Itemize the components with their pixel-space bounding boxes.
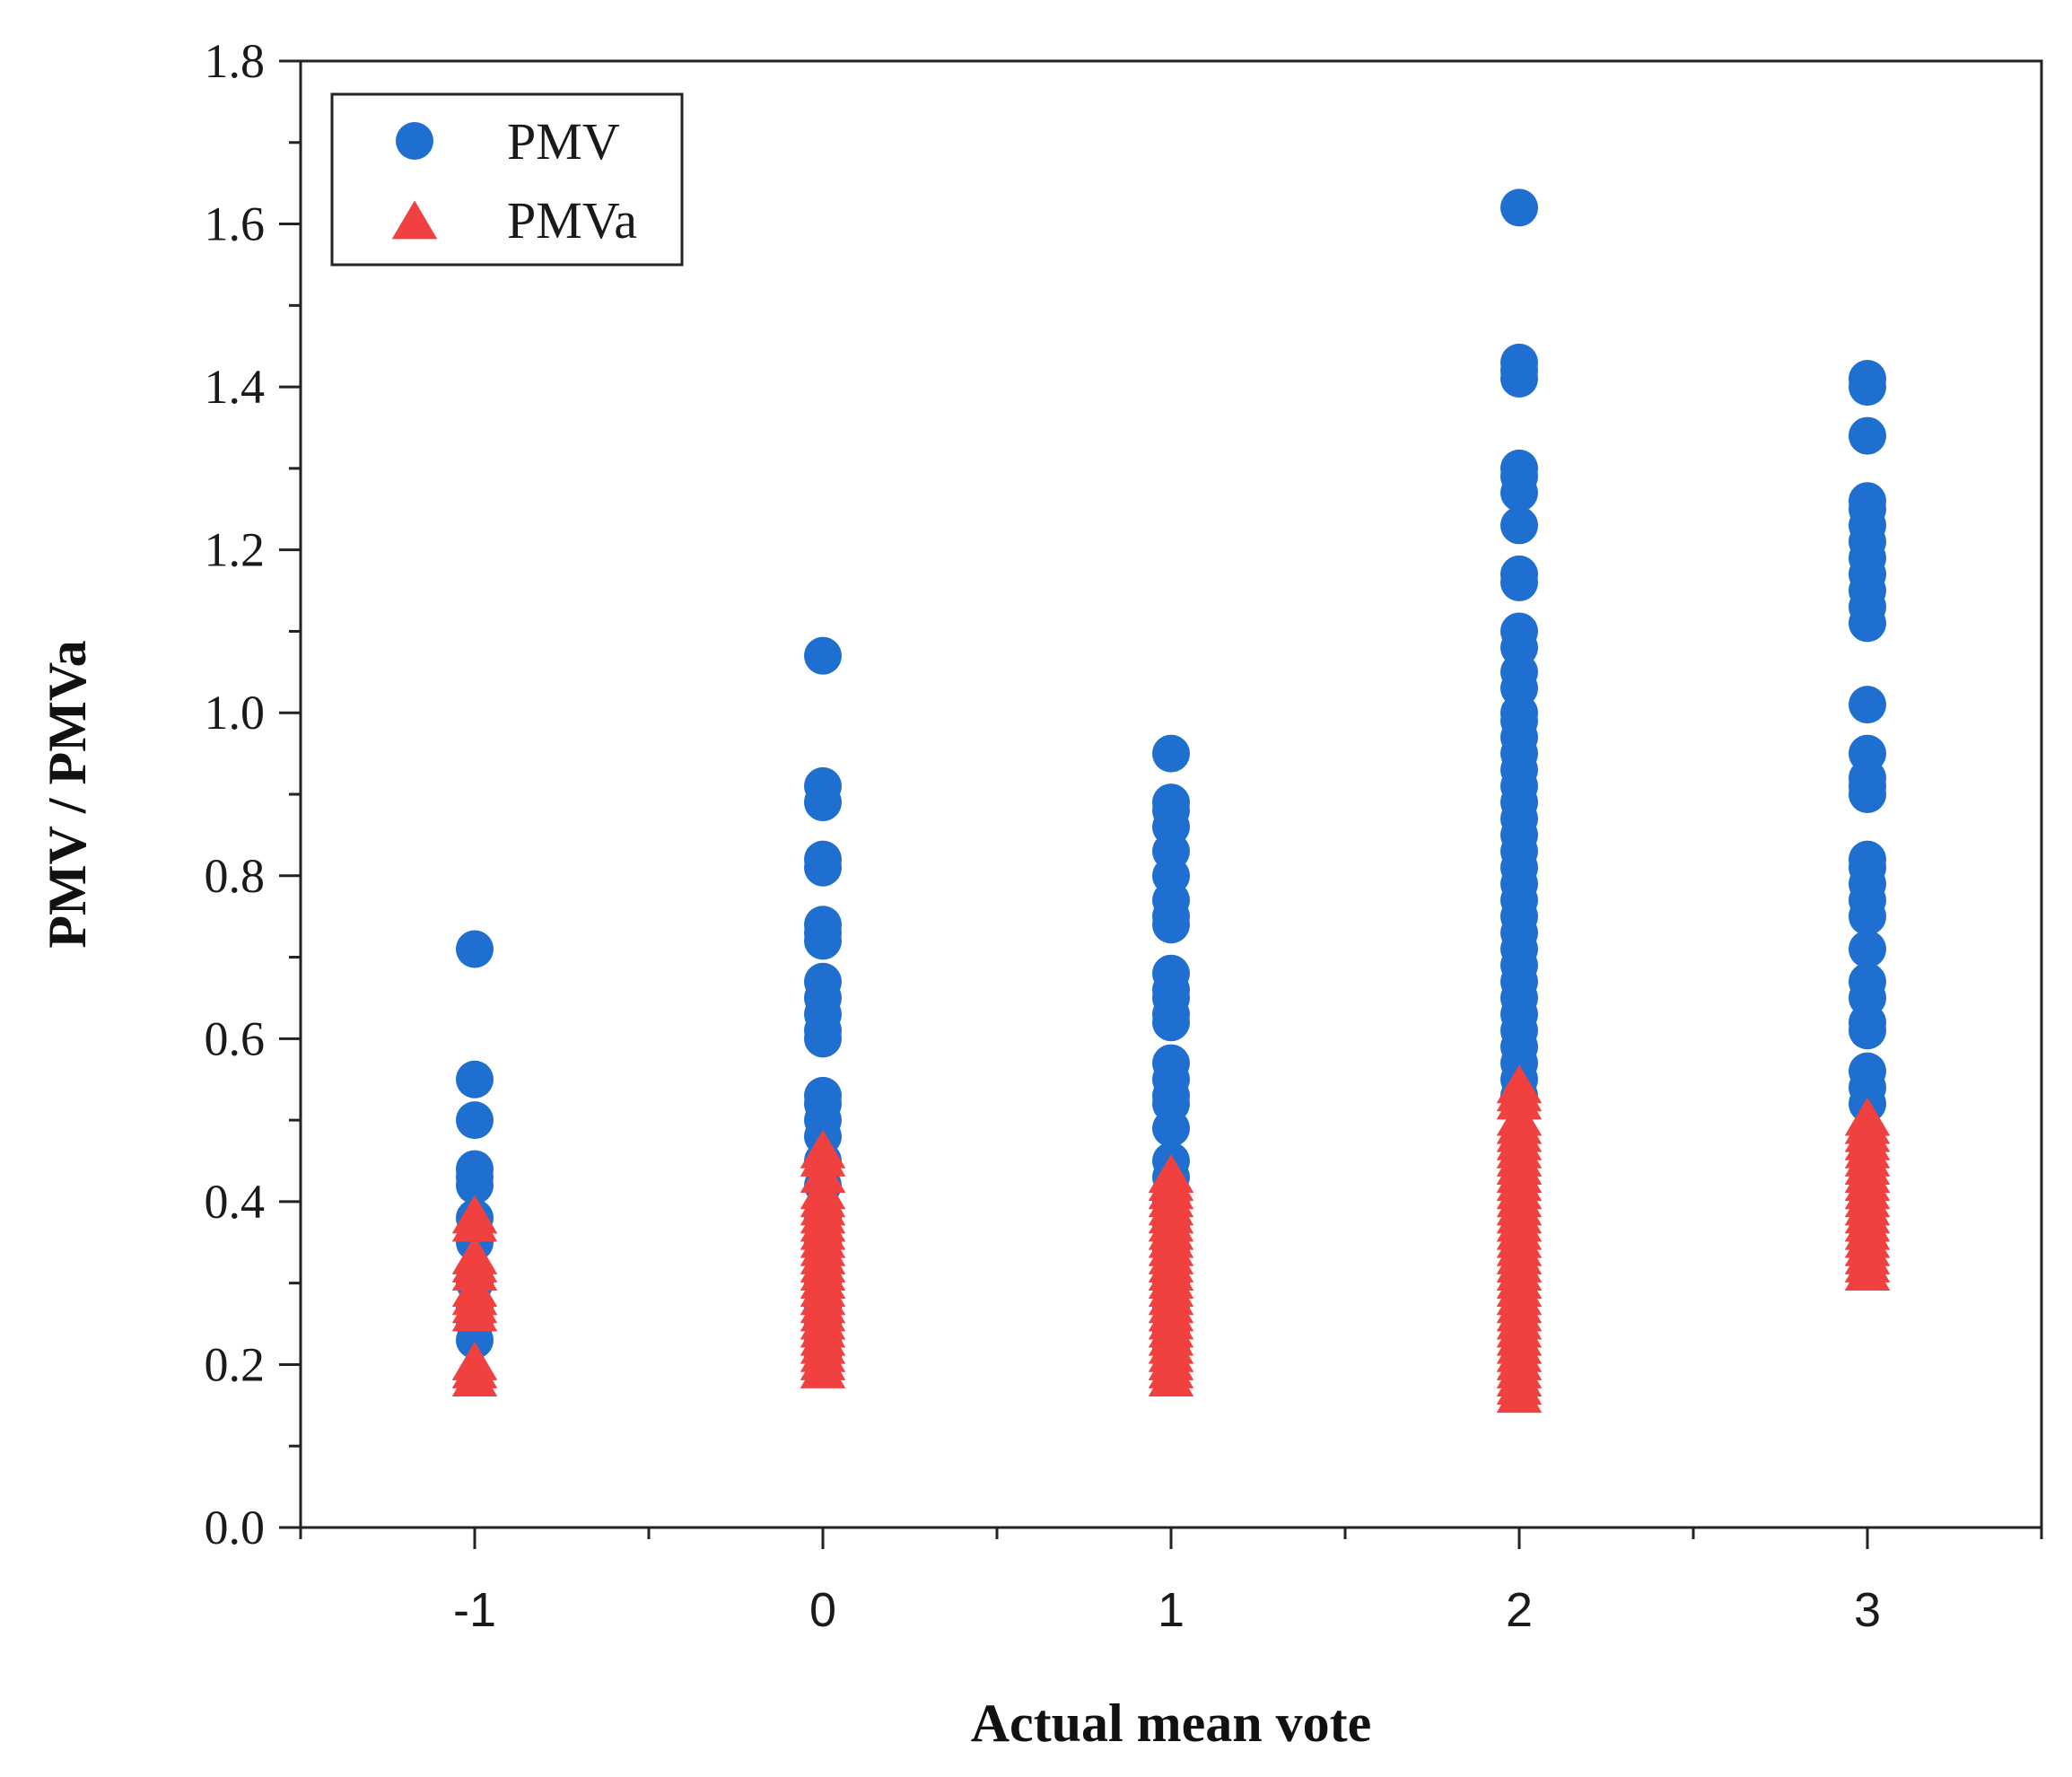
data-point-pmv: [804, 783, 842, 822]
data-point-pmva: [800, 1349, 846, 1388]
legend-item-pmva: PMVa: [391, 191, 637, 249]
y-tick-label: 0.2: [205, 1337, 266, 1391]
data-point-pmv: [804, 1020, 842, 1058]
y-tick-label: 1.8: [205, 34, 266, 88]
data-point-pmv: [456, 930, 494, 968]
data-point-pmv: [1152, 906, 1190, 944]
data-point-pmv: [1152, 1003, 1190, 1042]
data-point-pmva: [1496, 1374, 1543, 1414]
x-tick-label: 3: [1854, 1583, 1881, 1637]
data-point-pmv: [1500, 360, 1538, 398]
data-point-pmv: [1500, 474, 1538, 512]
data-point-pmv: [1849, 416, 1886, 455]
plot-frame: [299, 59, 2043, 1529]
y-tick-label: 1.2: [205, 523, 266, 577]
y-tick-label: 1.0: [205, 686, 266, 740]
x-tick-label: -1: [453, 1583, 496, 1637]
data-points: [451, 188, 1891, 1414]
data-point-pmv: [1152, 734, 1190, 773]
data-point-pmv: [804, 922, 842, 960]
data-point-pmv: [456, 1060, 494, 1099]
data-point-pmva: [1148, 1357, 1194, 1396]
legend-label-pmv: PMV: [507, 112, 620, 171]
data-point-pmv: [456, 1166, 494, 1204]
y-tick-label: 0.0: [205, 1501, 266, 1554]
data-point-pmva: [451, 1292, 498, 1332]
legend-label-pmva: PMVa: [507, 191, 637, 249]
data-point-pmv: [804, 636, 842, 675]
axis-ticks: 0.0 0.2 0.4 0.6 0.8 1.0 1.2 1.4 1.6 1.8 -1 0 1 2 3: [205, 34, 2043, 1637]
data-point-pmv: [1849, 930, 1886, 968]
data-point-pmv: [1849, 368, 1886, 407]
data-point-pmva: [1844, 1251, 1891, 1291]
x-tick-label: 1: [1158, 1583, 1185, 1637]
x-tick-label: 0: [809, 1583, 836, 1637]
data-point-pmva: [451, 1357, 498, 1396]
x-tick-label: 2: [1506, 1583, 1533, 1637]
y-tick-label: 1.6: [205, 197, 266, 251]
data-point-pmv: [1849, 604, 1886, 643]
data-point-pmv: [1152, 1109, 1190, 1148]
legend: PMV PMVa: [330, 92, 684, 267]
y-tick-label: 0.4: [205, 1175, 266, 1229]
y-tick-label: 1.4: [205, 360, 266, 414]
y-tick-label: 0.8: [205, 849, 266, 903]
data-point-pmv: [1849, 775, 1886, 813]
data-point-pmv: [1849, 686, 1886, 724]
data-point-pmv: [1500, 188, 1538, 227]
series-pmva: [451, 1064, 1891, 1414]
data-point-pmv: [804, 848, 842, 887]
data-point-pmv: [456, 1101, 494, 1140]
data-point-pmva: [451, 1203, 498, 1242]
x-axis-title: Actual mean vote: [971, 1694, 1372, 1753]
legend-marker-pmva: [391, 200, 438, 240]
data-point-pmv: [1500, 506, 1538, 545]
legend-box: [330, 92, 684, 267]
legend-item-pmv: PMV: [396, 112, 620, 171]
y-tick-label: 0.6: [205, 1011, 266, 1065]
legend-marker-pmv: [396, 122, 433, 160]
data-point-pmv: [1849, 1011, 1886, 1050]
y-axis-title: PMV / PMVa: [38, 640, 97, 948]
data-point-pmv: [1849, 897, 1886, 936]
data-point-pmv: [1500, 563, 1538, 601]
